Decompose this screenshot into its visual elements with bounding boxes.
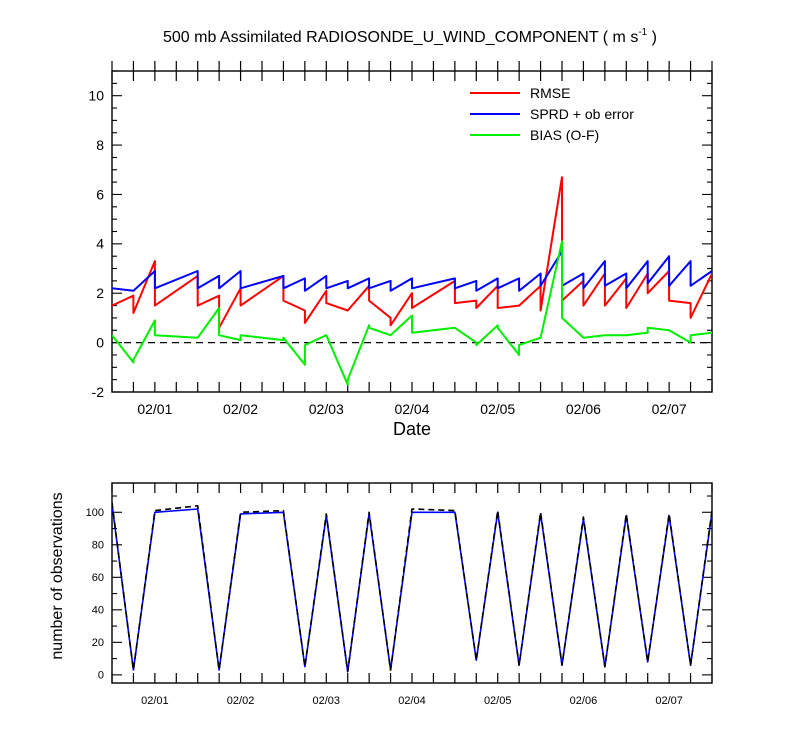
y-tick-label: 0	[96, 335, 104, 351]
legend-label: BIAS (O-F)	[530, 127, 599, 143]
x-tick-label: 02/03	[309, 401, 344, 417]
x-tick-label: 02/06	[566, 401, 601, 417]
y-tick-label: 80	[92, 540, 104, 552]
y-tick-label: 100	[86, 507, 104, 519]
series-line-bias-o-f	[112, 240, 712, 386]
y-tick-label: 0	[98, 670, 104, 682]
x-tick-label: 02/05	[480, 401, 515, 417]
x-tick-label: 02/02	[223, 401, 258, 417]
x-tick-label: 02/02	[227, 695, 255, 707]
x-tick-label: 02/07	[652, 401, 687, 417]
y-tick-label: -2	[92, 384, 105, 400]
x-tick-label: 02/06	[570, 695, 598, 707]
y-tick-label: 8	[96, 137, 104, 153]
y-tick-label: 10	[88, 88, 104, 104]
y-tick-label: 60	[92, 572, 104, 584]
y-tick-label: 4	[96, 236, 104, 252]
legend-label: RMSE	[530, 85, 570, 101]
series-line-total	[112, 502, 712, 673]
series-line-rmse	[112, 176, 712, 329]
x-tick-label: 02/07	[655, 695, 683, 707]
y-tick-label: 40	[92, 605, 104, 617]
y-tick-label: 20	[92, 637, 104, 649]
x-tick-label: 02/01	[137, 401, 172, 417]
x-tick-label: 02/01	[141, 695, 169, 707]
y-tick-label: 2	[96, 285, 104, 301]
top-chart-title: 500 mb Assimilated RADIOSONDE_U_WIND_COM…	[163, 27, 657, 46]
x-tick-label: 02/04	[398, 695, 426, 707]
top-x-axis-label: Date	[393, 419, 431, 439]
bottom-chart: 02/01 02/02 02/03 02/04 02/05 02/06 02/07 0 20 40…	[86, 482, 713, 707]
x-tick-label: 02/05	[484, 695, 512, 707]
series-line-assimilated	[112, 503, 712, 673]
bottom-y-axis-label: number of observations	[49, 492, 66, 659]
top-chart: 02/01 02/02 02/03 02/04 02/05 02/06 02/07 -2 0 2 4…	[88, 61, 713, 417]
x-tick-label: 02/04	[394, 401, 429, 417]
x-tick-label: 02/03	[313, 695, 341, 707]
series-line-sprd-ob-error	[112, 250, 712, 292]
y-tick-label: 6	[96, 186, 104, 202]
legend-label: SPRD + ob error	[530, 106, 634, 122]
